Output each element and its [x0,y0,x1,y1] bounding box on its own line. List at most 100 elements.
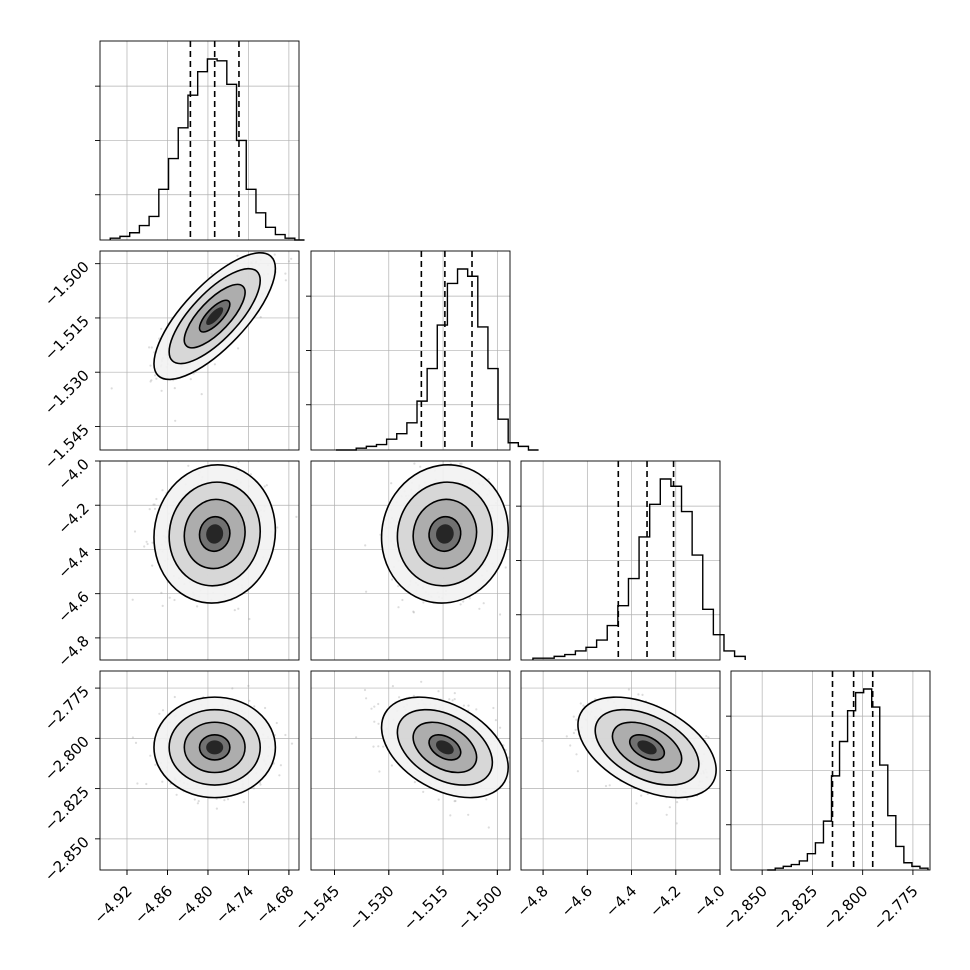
x-tick-label: −2.775 [870,882,922,934]
scatter-point [148,508,151,511]
contour-line [396,481,494,587]
contour-line [153,252,277,381]
scatter-point [582,704,585,707]
scatter-point [161,780,164,783]
scatter-point [290,742,294,745]
scatter-point [210,272,213,276]
contour-line [611,721,683,774]
scatter-point [148,346,151,349]
scatter-point [200,393,203,396]
scatter-point [475,708,478,711]
axes-frame [99,250,300,451]
scatter-point [422,601,425,604]
scatter-point [722,767,724,769]
contour-line [153,696,277,799]
y-tick-label: −4.8 [54,632,92,670]
scatter-point [263,485,266,488]
axes-frame [310,670,511,871]
scatter-point [675,822,678,825]
density-peak [206,740,224,755]
scatter-point [259,316,262,319]
x-tick-label: −2.850 [719,882,771,934]
scatter-point [401,598,404,602]
scatter-point [284,279,287,282]
scatter-point [397,606,400,609]
scatter-point [196,802,199,805]
scatter-point [453,800,456,803]
scatter-point [153,507,157,510]
scatter-point [175,793,178,796]
scatter-point [378,770,381,773]
scatter-point [247,684,250,688]
contour-line [594,708,700,786]
scatter-point [511,555,513,557]
x-tick-label: −2.800 [819,882,871,934]
scatter-point [575,718,578,721]
scatter-point [608,784,611,787]
contour-line [628,734,666,761]
scatter-point [242,801,245,804]
axes-frame [730,670,931,871]
scatter-point [193,798,196,801]
scatter-point [160,591,163,595]
scatter-point [355,736,358,739]
scatter-point [453,692,456,695]
scatter-point [377,745,380,748]
axes-frame [99,40,300,241]
contour-line [577,696,717,799]
scatter-point [290,232,292,234]
scatter-point [248,699,251,702]
scatter-point [149,754,152,757]
scatter-point [485,798,488,801]
scatter-point [627,688,631,691]
hist-panel-1 [306,250,539,875]
scatter-point [295,515,298,519]
scatter-point [412,611,415,614]
scatter-point [565,735,568,738]
scatter-point [196,605,199,608]
scatter-point [437,798,440,801]
hist-panel-3: −2.850−2.825−2.800−2.775 [719,670,931,934]
y-tick-label: −4.4 [54,544,92,582]
scatter-point [510,522,512,524]
scatter-point [146,542,149,546]
contour-line [198,299,231,333]
scatter-point [422,790,425,794]
histogram-0 [109,58,305,241]
scatter-point [145,782,148,786]
scatter-point [451,699,454,702]
scatter-point [279,764,282,767]
scatter-point [131,736,134,739]
y-tick-label: −1.500 [41,258,93,310]
contour-line [428,734,462,761]
scatter-point [460,455,462,457]
y-tick-label: −2.775 [41,682,93,734]
panel-1-0: −1.545−1.530−1.515−1.500 [41,232,300,473]
scatter-point [467,704,470,707]
scatter-point [390,482,393,485]
x-tick-label: −1.500 [454,882,506,934]
scatter-point [259,783,262,786]
scatter-point [453,698,456,701]
scatter-point [414,455,416,457]
scatter-point [187,464,190,467]
scatter-point [161,709,165,712]
x-tick-label: −1.530 [346,882,398,934]
scatter-point [391,578,394,581]
scatter-point [173,387,176,390]
scatter-point [161,489,164,492]
scatter-point [155,497,158,501]
scatter-point [513,778,515,780]
scatter-point [237,347,240,350]
contour-line [168,708,262,786]
scatter-point [569,744,572,747]
scatter-point [372,745,375,748]
scatter-point [161,604,164,608]
scatter-point [640,794,643,797]
y-tick-label: −2.825 [41,783,93,835]
x-tick-label: −1.545 [291,882,343,934]
scatter-point [131,598,134,601]
scatter-point [249,247,251,249]
scatter-point [572,715,575,718]
scatter-point [377,722,380,725]
